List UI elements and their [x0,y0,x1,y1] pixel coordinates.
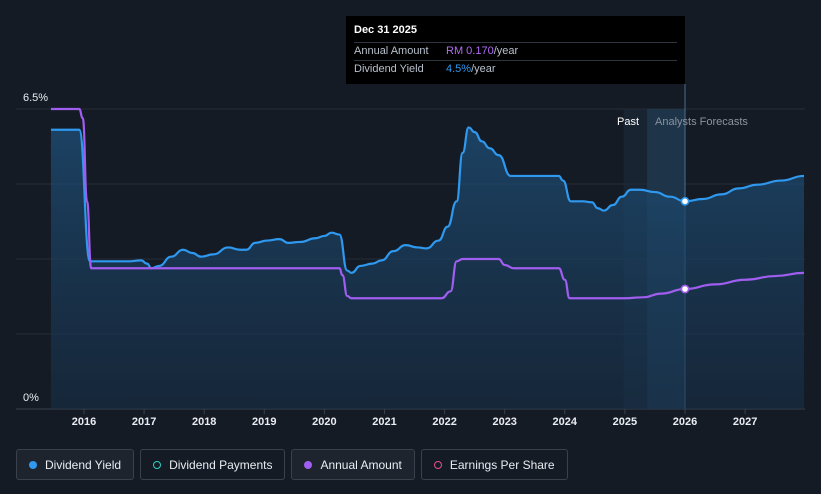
legend-label: Annual Amount [320,457,402,472]
dot-icon [304,460,313,469]
annual-amount-marker [680,284,690,294]
tooltip-value: 4.5% [446,63,472,75]
y-axis-ticks: 6.5% 0% [23,92,48,404]
tooltip-value: RM 0.170 [446,45,494,57]
dividend-chart: Past Analysts Forecasts 2016 2017 2018 2019 2… [16,84,805,428]
x-tick-label: 2018 [192,416,216,428]
tooltip-row-dividend-yield: Dividend Yield 4.5%/year [354,60,677,78]
legend-label: Dividend Yield [45,457,122,472]
x-tick-label: 2016 [72,416,96,428]
series-lines [50,107,805,300]
tooltip-date: Dec 31 2025 [354,24,417,36]
tooltip-suffix: /year [493,45,519,57]
x-tick-label: 2023 [492,416,516,428]
tooltip-markers [680,196,690,294]
x-tick-label: 2020 [312,416,336,428]
annual-amount-line [50,107,804,300]
x-tick-label: 2027 [733,416,757,428]
legend-earnings-per-share[interactable]: Earnings Per Share [420,449,568,480]
yield-area [50,127,804,409]
y-tick-label: 0% [23,392,39,404]
ring-icon [153,460,162,469]
x-tick-label: 2026 [673,416,697,428]
x-tick-label: 2017 [132,416,156,428]
ring-icon [433,460,442,469]
x-tick-label: 2022 [432,416,456,428]
x-tick-label: 2021 [372,416,396,428]
legend-dividend-payments[interactable]: Dividend Payments [140,449,286,480]
past-label: Past [617,116,639,128]
dividend-yield-marker [680,196,690,206]
legend-label: Dividend Payments [169,457,273,472]
forecast-label: Analysts Forecasts [655,116,748,128]
tooltip-suffix: /year [471,63,496,75]
chart-legend: Dividend Yield Dividend Payments Annual … [16,449,568,480]
x-tick-label: 2019 [252,416,276,428]
dividend-yield-line [50,126,805,274]
dividend-yield-area [50,127,804,409]
tooltip-key: Dividend Yield [354,63,424,75]
tooltip-key: Annual Amount [354,45,429,57]
legend-dividend-yield[interactable]: Dividend Yield [16,449,135,480]
legend-annual-amount[interactable]: Annual Amount [291,449,415,480]
x-tick-label: 2025 [613,416,637,428]
x-axis-ticks: 2016 2017 2018 2019 2020 2021 2022 2023 2024 2025… [72,409,757,428]
chart-tooltip: Dec 31 2025 Annual Amount RM 0.170/year D… [346,16,685,84]
legend-label: Earnings Per Share [449,457,555,472]
x-tick-label: 2024 [553,416,578,428]
y-tick-label: 6.5% [23,92,48,104]
tooltip-row-annual-amount: Annual Amount RM 0.170/year [354,42,677,60]
dot-icon [29,460,37,469]
